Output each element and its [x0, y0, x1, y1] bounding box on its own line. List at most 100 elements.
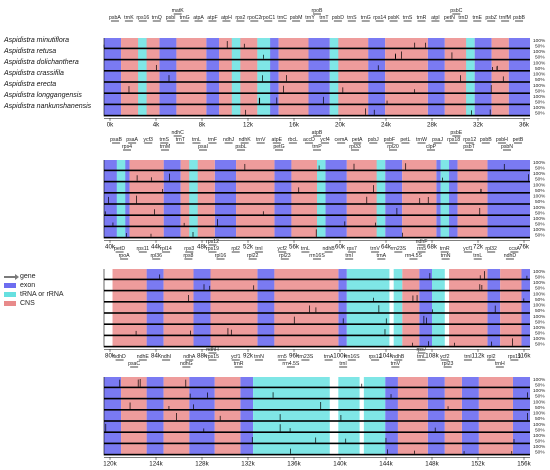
cns-region [274, 269, 339, 348]
trna-region [363, 377, 386, 456]
cns-region [214, 377, 241, 456]
gene-label: psbM [290, 15, 303, 21]
pct-label-50: 50% [535, 66, 545, 72]
track-baseline [104, 289, 530, 292]
x-tick-label: 0k [107, 121, 114, 128]
gene-label: ycf2 [277, 246, 287, 252]
track-baseline [104, 169, 530, 172]
gene-label: psaC [128, 361, 140, 367]
gene-label: psbF [384, 137, 396, 143]
exon-region [461, 377, 479, 456]
exon-region [146, 269, 164, 348]
pct-label-50: 50% [535, 405, 545, 411]
x-tick-label: 136k [287, 460, 301, 467]
pct-label-100: 100% [533, 280, 546, 286]
track-baseline [104, 420, 530, 422]
gene-label: clpP [426, 144, 437, 150]
gene-label: trnQ [152, 15, 162, 21]
gene-label: trnA [324, 354, 334, 360]
species-label: Aspidistra erecta [4, 81, 57, 88]
pct-label-100: 100% [533, 160, 546, 166]
gene-label: psbA [109, 15, 121, 21]
pct-label-50: 50% [535, 439, 545, 445]
gene-label: trnS [403, 15, 413, 21]
gene-label: trnH [495, 361, 505, 367]
gene-label: trnfM [499, 15, 511, 21]
x-tick-label: 32k [473, 121, 484, 128]
pct-label-50: 50% [535, 55, 545, 61]
track-baseline [104, 203, 530, 205]
x-tick-label: 144k [379, 460, 393, 467]
gene-label: rbcL [288, 137, 298, 143]
pct-label-100: 100% [533, 314, 546, 320]
gene-label: psbJ [368, 137, 379, 143]
gene-label: psaJ [432, 137, 443, 143]
pct-label-100: 100% [533, 325, 546, 331]
x-tick-label: 48k [197, 243, 208, 250]
x-tick-label: 156k [517, 460, 531, 467]
gene-label: rpoC2 [247, 15, 261, 21]
exon-region [385, 377, 398, 456]
track-baseline [104, 386, 530, 389]
pct-label-50: 50% [535, 427, 545, 433]
species-label: Aspidistra nankunshanensis [4, 103, 92, 110]
gene-label: trnR [234, 361, 244, 367]
x-tick-label: 100k [333, 352, 347, 359]
exon-region [508, 38, 530, 117]
exon-region [146, 377, 164, 456]
track-baseline [104, 47, 530, 50]
x-tick-label: 24k [381, 121, 392, 128]
track-baseline [104, 114, 530, 117]
gene-label: rps12 [206, 239, 219, 245]
pct-label-50: 50% [535, 331, 545, 337]
gene-label: rpl23 [442, 361, 454, 367]
exon-region [240, 377, 254, 456]
pct-label-50: 50% [535, 111, 545, 117]
track-baseline [104, 334, 530, 337]
track-baseline [104, 453, 530, 456]
trna-swatch [4, 292, 16, 297]
gene-label: trnI [464, 354, 472, 360]
pct-label-100: 100% [533, 269, 546, 275]
gene-label: trnV [370, 246, 380, 252]
pct-label-50: 50% [535, 88, 545, 94]
pct-label-100: 100% [533, 94, 546, 100]
gene-label: rps12 [463, 137, 476, 143]
gene-label: ndhE [137, 354, 150, 360]
species-label: Aspidistra dolichanthera [4, 59, 79, 66]
cns-region [210, 269, 258, 348]
exon-region [338, 269, 347, 348]
x-tick-label: 40k [105, 243, 116, 250]
gene-label: trnN [441, 253, 451, 259]
track-baseline [104, 397, 530, 400]
pct-label-100: 100% [533, 171, 546, 177]
trna-region [440, 160, 450, 239]
gene-label: ycf1 [231, 354, 241, 360]
track-baseline [104, 301, 530, 303]
gene-label: trnI [255, 246, 263, 252]
gene-label: psbT [463, 144, 475, 150]
gene-label: psbN [501, 144, 513, 150]
gene-label: rpl2 [231, 246, 240, 252]
gene-label: psbB [480, 137, 492, 143]
cns-region [129, 160, 164, 239]
gene-label: atpF [207, 15, 217, 21]
gene-label: rpl33 [349, 144, 361, 150]
pct-label-100: 100% [533, 83, 546, 89]
exon-region [193, 269, 211, 348]
gene-label: trnE [472, 15, 482, 21]
cns-region [176, 38, 207, 117]
cns-region [500, 269, 522, 348]
gene-label: rps11 [137, 246, 150, 252]
x-tick-label: 76k [519, 243, 530, 250]
gene-label: rps3 [184, 246, 194, 252]
gene-label: trnS [347, 15, 357, 21]
x-tick-label: 52k [243, 243, 254, 250]
gene-label: rpl22 [247, 253, 259, 259]
cns-region [402, 269, 420, 348]
pct-label-100: 100% [533, 38, 546, 44]
gene-label: psbK [388, 15, 400, 21]
pct-label-50: 50% [535, 416, 545, 422]
gene-label: psbI [166, 15, 176, 21]
